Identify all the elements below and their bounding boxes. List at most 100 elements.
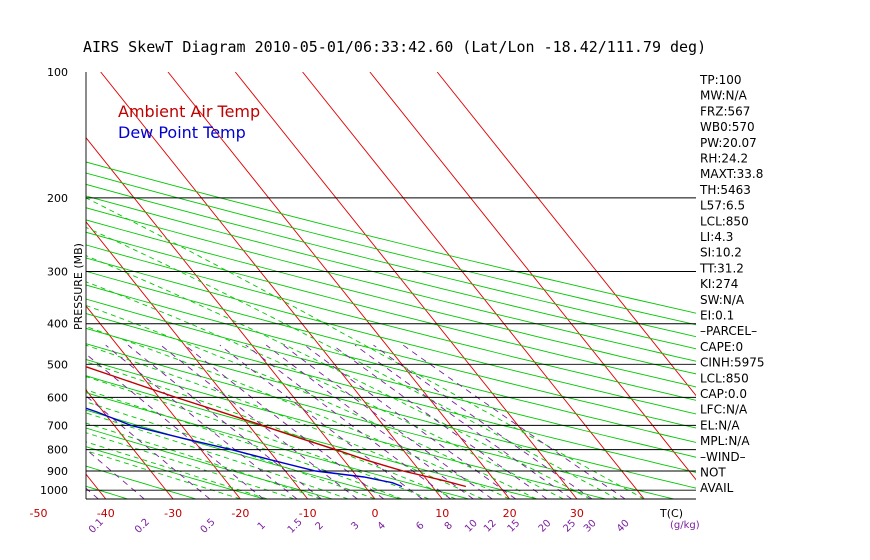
bottom-temperature-tick-label: -30 [164,507,182,520]
moist-adiabat-line [86,281,564,499]
mixing-ratio-line [160,344,358,499]
pressure-tick-label: 200 [47,192,68,205]
dry-adiabat-line [86,231,696,388]
dry-adiabat-line [86,270,696,429]
stability-index-item: LCL:850 [700,371,749,385]
dry-adiabat-line [86,343,674,499]
mixing-ratio-line [332,344,548,499]
dry-adiabat-line [86,298,696,458]
dry-adiabat-lines [86,161,696,499]
mixing-ratio-tick-label: 0.5 [199,517,218,536]
moist-adiabat-line [86,197,645,499]
dry-adiabat-line [86,284,696,443]
mixing-ratio-tick-label: 1 [256,520,268,532]
moist-adiabat-line [86,441,268,499]
mixing-ratio-tick-label: 30 [582,518,599,535]
bottom-temperature-tick-label: 10 [435,507,449,520]
stability-index-item: SW:N/A [700,293,745,307]
stability-index-item: –PARCEL– [700,324,757,338]
bottom-temperature-tick-label: 30 [570,507,584,520]
mixing-ratio-line [127,344,322,499]
stability-index-item: CAP:0.0 [700,387,747,401]
stability-index-item: EI:0.1 [700,309,734,323]
stability-index-item: LFC:N/A [700,403,748,417]
y-axis-label: PRESSURE (MB) [72,243,85,330]
temperature-unit-label: T(C) [659,507,683,520]
isotherm-line [0,72,39,499]
pressure-tick-label: 700 [47,419,68,432]
dry-adiabat-line [86,446,265,499]
chart-title: AIRS SkewT Diagram 2010-05-01/06:33:42.6… [83,38,706,56]
bottom-temperature-tick-label: -50 [30,507,48,520]
stability-index-item: MAXT:33.8 [700,167,763,181]
dry-adiabat-line [86,359,606,499]
mixing-ratio-tick-label: 10 [463,518,480,535]
pressure-tick-label: 500 [47,358,68,371]
stability-index-item: TP:100 [699,73,742,87]
pressure-tick-label: 600 [47,391,68,404]
mixing-ratio-line [304,344,516,499]
bottom-temperature-tick-label: -40 [97,507,115,520]
isotherm-line [86,137,376,499]
moist-adiabat-line [86,255,591,499]
mixing-ratio-tick-label: 12 [482,518,499,535]
mixing-ratio-line [245,344,451,499]
pressure-tick-label: 300 [47,266,68,279]
isotherm-line [86,305,241,499]
dry-adiabat-line [86,313,696,473]
isobar-lines [85,72,696,500]
stability-index-item: L57:6.5 [700,199,745,213]
isotherm-line [86,473,107,499]
dry-adiabat-line [86,172,696,326]
stability-index-item: LI:4.3 [700,230,733,244]
mixing-ratio-tick-label: 4 [376,520,388,532]
mixing-ratio-tick-label: 3 [349,520,361,532]
moist-adiabat-line [86,432,295,499]
isotherm-line [436,72,696,397]
moist-adiabat-line [86,422,322,499]
stability-index-item: TH:5463 [699,183,751,197]
dry-adiabat-line [86,375,538,499]
stability-index-item: CAPE:0 [700,340,743,354]
mixing-ratio-tick-label: 0.2 [133,517,152,536]
moist-adiabat-lines [86,197,645,499]
moist-adiabat-line [86,226,618,499]
mixing-ratio-tick-label: 20 [537,518,554,535]
dry-adiabat-line [86,244,696,401]
dry-adiabat-line [86,183,696,338]
mixing-ratio-tick-label: 6 [414,520,426,532]
mixing-ratio-line [219,344,423,499]
bottom-temperature-tick-label: 0 [372,507,379,520]
dry-adiabat-line [86,392,470,499]
stability-index-item: LCL:850 [700,214,749,228]
mixing-ratio-lines [86,344,626,499]
dry-adiabat-line [86,327,696,489]
stability-index-item: FRZ:567 [700,104,750,118]
mixing-ratio-line [184,344,384,499]
pressure-tick-label: 100 [47,66,68,79]
mixing-ratio-tick-label: 2 [314,520,326,532]
isotherm-line [369,72,696,481]
bottom-temperature-tick-label: -10 [299,507,317,520]
pressure-tick-label: 800 [47,444,68,457]
mixing-ratio-tick-label: 8 [443,520,455,532]
stability-index-item: EL:N/A [700,418,740,432]
bottom-temperature-tick-label: -20 [231,507,249,520]
legend-dew-point-temp: Dew Point Temp [118,123,246,142]
dry-adiabat-line [86,207,696,362]
stability-index-item: CINH:5975 [700,356,765,370]
dry-adiabat-line [86,465,197,499]
mixing-ratio-unit-label: (g/kg) [670,520,700,531]
profile-series [86,366,467,488]
isotherm-line [234,72,578,499]
stability-index-item: NOT [700,466,726,480]
stability-index-item: AVAIL [700,481,734,495]
moist-adiabat-line [86,376,429,499]
dry-adiabat-line [86,161,696,314]
dry-adiabat-line [86,257,696,415]
stability-index-item: MPL:N/A [700,434,750,448]
mixing-ratio-tick-label: 25 [561,518,578,535]
dry-adiabat-line [86,195,696,350]
moist-adiabat-line [86,412,349,499]
